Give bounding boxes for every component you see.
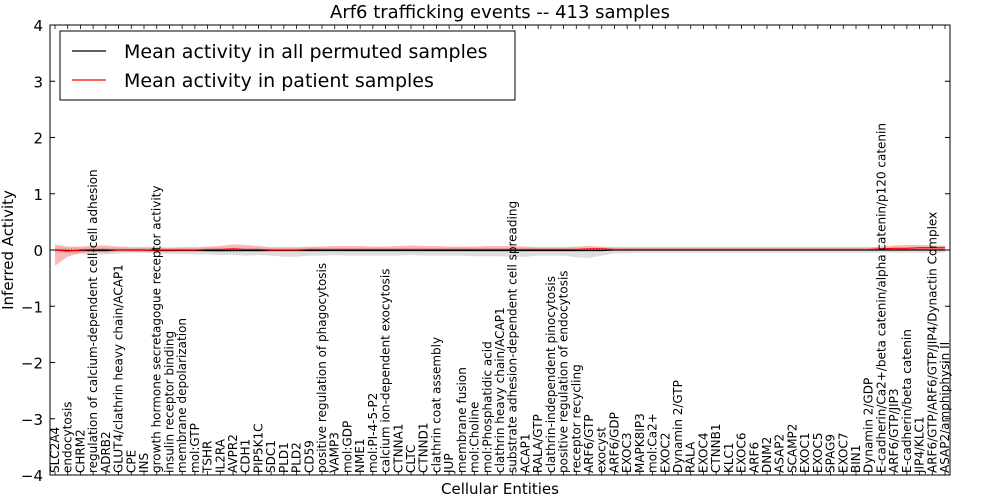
x-tick-label: SDC1 — [264, 440, 278, 473]
y-tick-label: 3 — [33, 73, 43, 91]
x-tick-label: GLUT4/clathrin heavy chain/ACAP1 — [112, 264, 126, 473]
x-tick-label: KLC1 — [722, 442, 736, 473]
x-tick-label: PLD2 — [290, 442, 304, 473]
x-tick-label: EXOC7 — [836, 433, 850, 474]
x-tick-label: substrate adhesion-dependent cell spread… — [506, 201, 520, 473]
x-tick-label: E-cadherin/beta catenin — [900, 329, 914, 473]
x-tick-label: JUP — [442, 453, 456, 474]
x-tick-label: SPAG9 — [824, 434, 838, 473]
x-tick-label: EXOC1 — [798, 433, 812, 474]
y-tick-label: 0 — [33, 242, 43, 260]
x-axis-label: Cellular Entities — [441, 480, 559, 498]
x-tick-label: EXOC3 — [620, 433, 634, 474]
x-tick-label: positive regulation of phagocytosis — [315, 263, 329, 473]
y-tick-label: −3 — [21, 411, 43, 429]
x-tick-label: VAMP3 — [328, 432, 342, 473]
x-tick-label: receptor recycling — [569, 364, 583, 473]
x-tick-label: RALA/GTP — [531, 414, 545, 473]
x-tick-label: NME1 — [353, 438, 367, 473]
y-tick-label: −2 — [21, 355, 43, 373]
x-tick-label: ARF6/GTP/ARF6/GTP/JIP4/Dynactin Complex — [925, 212, 939, 473]
y-tick-label: −1 — [21, 298, 43, 316]
x-tick-label: RALA — [684, 441, 698, 473]
x-tick-label: clathrin heavy chain/ACAP1 — [493, 307, 507, 473]
x-tick-label: EXOC5 — [811, 433, 825, 474]
legend: Mean activity in all permuted samples Mea… — [59, 30, 516, 101]
chart-title: Arf6 trafficking events -- 413 samples — [330, 2, 670, 23]
x-tick-label: AVPR2 — [226, 434, 240, 473]
x-tick-label: mol:Choline — [468, 402, 482, 473]
x-tick-label: regulation of calcium-dependent cell-cel… — [86, 169, 100, 473]
legend-label: Mean activity in all permuted samples — [124, 41, 487, 63]
x-tick-label: BIN1 — [849, 445, 863, 473]
x-tick-label: INS — [137, 453, 151, 473]
x-tick-label: CTNNA1 — [391, 423, 405, 473]
x-tick-label: ADRB2 — [99, 431, 113, 473]
x-tick-label: TSHR — [201, 441, 215, 474]
y-tick-label: 1 — [33, 186, 43, 204]
x-tick-label: endocytosis — [61, 401, 75, 473]
x-tick-label: CD59 — [302, 440, 316, 473]
x-tick-label: mol:GTP — [188, 423, 202, 473]
y-axis-label: Inferred Activity — [0, 190, 17, 310]
x-tick-label: IL2RA — [213, 438, 227, 473]
x-tick-label: positive regulation of endocytosis — [557, 270, 571, 473]
series-lines — [54, 247, 945, 252]
x-tick-label: DNM2 — [760, 437, 774, 473]
x-tick-label: Dynamin 2/GTP — [671, 380, 685, 473]
x-tick-label: calcium ion-dependent exocytosis — [379, 269, 393, 474]
y-tick-label: 2 — [33, 130, 43, 148]
x-tick-label: CTNND1 — [417, 422, 431, 473]
x-tick-label: mol:Phosphatidic acid — [480, 341, 494, 473]
x-tick-label: CHRM2 — [73, 429, 87, 473]
x-tick-label: insulin receptor binding — [162, 331, 176, 473]
x-tick-label: membrane depolarization — [175, 318, 189, 473]
error-bands — [50, 244, 950, 266]
x-tick-label: ARF6 — [747, 442, 761, 473]
x-tick-label: PIP5K1C — [251, 423, 265, 473]
legend-label: Mean activity in patient samples — [124, 70, 434, 92]
x-tick-label: CPE — [124, 450, 138, 473]
x-tick-label: exocyst — [595, 427, 609, 473]
x-tick-label: CDH1 — [239, 439, 253, 473]
x-tick-label: growth hormone secretagogue receptor act… — [150, 186, 164, 473]
x-tick-label: E-cadherin/Ca2+/beta catenin/alpha caten… — [874, 123, 888, 473]
x-tick-label: clathrin-independent pinocytosis — [544, 276, 558, 473]
x-tick-label: SCAMP2 — [785, 424, 799, 473]
x-tick-label: ASAP2/amphiphysin II — [938, 342, 952, 473]
x-tick-label: PLD1 — [277, 442, 291, 473]
y-tick-label: 4 — [33, 17, 43, 35]
x-tick-label: CLTC — [404, 445, 418, 473]
x-tick-label: EXOC6 — [735, 433, 749, 474]
x-tick-label: ACAP1 — [518, 434, 532, 473]
legend-box — [59, 30, 516, 101]
x-tick-label: ARF6/GDP — [607, 412, 621, 473]
x-tick-label: SLC2A4 — [48, 427, 62, 473]
x-tick-label: mol:GDP — [340, 421, 354, 473]
x-tick-label: ARF6/GTP/JIP3 — [887, 388, 901, 473]
x-tick-label: JIP4/KLC1 — [913, 416, 927, 474]
x-tick-label: EXOC2 — [658, 433, 672, 474]
x-tick-label: MAPK8IP3 — [633, 413, 647, 473]
y-tick-label: −4 — [21, 467, 43, 485]
x-tick-label: clathrin coat assembly — [429, 337, 443, 473]
x-tick-label: ARF6/GTP — [582, 414, 596, 473]
x-tick-label: mol:PI-4-5-P2 — [366, 393, 380, 473]
x-tick-label: mol:Ca2+ — [646, 413, 660, 473]
x-tick-label: membrane fusion — [455, 367, 469, 473]
x-tick-label: EXOC4 — [696, 433, 710, 474]
series-line-patient — [54, 247, 945, 252]
x-tick-label: CTNNB1 — [709, 423, 723, 473]
x-tick-label: ASAP2 — [773, 434, 787, 473]
y-axis: −4 −3 −2 −1 0 1 2 3 4 — [21, 17, 950, 485]
x-tick-label: Dynamin 2/GDP — [862, 378, 876, 473]
